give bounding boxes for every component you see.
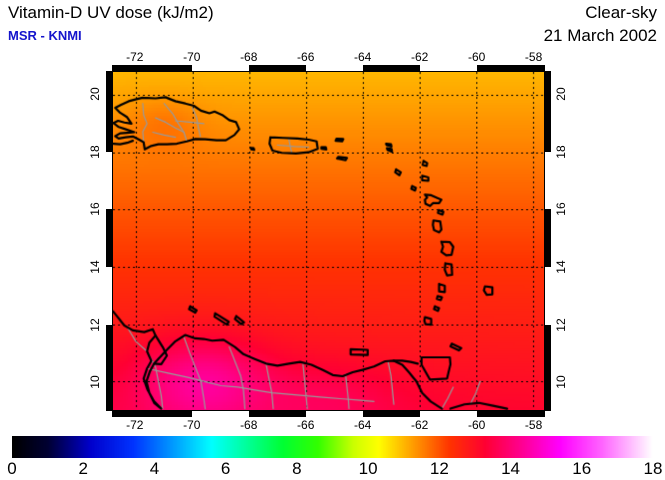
y-tick-right-16: 16 xyxy=(554,202,568,216)
colorbar-tick-14: 14 xyxy=(501,459,521,478)
y-tick-right-10: 10 xyxy=(554,375,568,389)
x-tick-bottom--62: -62 xyxy=(410,418,429,432)
map-plot-area xyxy=(112,71,545,411)
x-tick-bottom--60: -60 xyxy=(467,418,486,432)
colorbar-tick-0: 0 xyxy=(7,459,17,478)
axis-segment xyxy=(545,266,551,325)
axis-segment xyxy=(191,65,249,71)
axis-segment xyxy=(305,65,363,71)
axis-segment xyxy=(191,411,249,417)
colorbar-tick-12: 12 xyxy=(429,459,449,478)
y-tick-left-12: 12 xyxy=(88,317,102,332)
x-tick-top--62: -62 xyxy=(410,50,429,64)
data-source-label: MSR - KNMI xyxy=(8,28,82,43)
axis-left xyxy=(106,71,112,411)
x-tick-bottom--64: -64 xyxy=(354,418,372,432)
x-tick-bottom--66: -66 xyxy=(297,418,315,432)
axis-segment xyxy=(305,411,363,417)
colorbar-tick-18: 18 xyxy=(643,459,663,478)
chart-header: Vitamin-D UV dose (kJ/m2) MSR - KNMI Cle… xyxy=(0,0,665,56)
x-tick-top--64: -64 xyxy=(354,50,372,64)
y-tick-right-14: 14 xyxy=(554,260,568,274)
axis-segment xyxy=(106,266,112,325)
y-tick-left-18: 18 xyxy=(88,145,102,159)
condition-label: Clear-sky xyxy=(585,3,657,22)
y-tick-left-10: 10 xyxy=(88,375,102,389)
x-tick-top--58: -58 xyxy=(524,50,543,64)
colorbar-tick-6: 6 xyxy=(220,459,231,478)
y-tick-left-20: 20 xyxy=(88,87,102,101)
x-tick-bottom--72: -72 xyxy=(126,418,144,432)
y-tick-right-20: 20 xyxy=(554,87,568,101)
x-tick-bottom--68: -68 xyxy=(240,418,258,432)
page-title: Vitamin-D UV dose (kJ/m2) xyxy=(8,3,214,22)
axis-segment xyxy=(545,151,551,210)
colorbar-tick-4: 4 xyxy=(149,459,160,478)
y-tick-right-12: 12 xyxy=(554,317,568,332)
colorbar-tick-2: 2 xyxy=(78,459,88,478)
colorbar-tick-8: 8 xyxy=(292,459,302,478)
x-tick-top--72: -72 xyxy=(126,50,144,64)
x-tick-top--60: -60 xyxy=(467,50,486,64)
x-tick-top--70: -70 xyxy=(183,50,201,64)
y-tick-left-16: 16 xyxy=(88,202,102,216)
y-tick-right-18: 18 xyxy=(554,145,568,159)
colorbar-gradient xyxy=(12,436,653,458)
x-tick-top--66: -66 xyxy=(297,50,315,64)
axis-segment xyxy=(419,65,477,71)
colorbar: 0 2 4 6 8 10 12 14 16 18 xyxy=(0,432,665,480)
y-tick-left-14: 14 xyxy=(88,260,102,274)
colorbar-tick-10: 10 xyxy=(358,459,378,478)
date-label: 21 March 2002 xyxy=(543,26,657,45)
axis-segment xyxy=(106,151,112,210)
axis-segment xyxy=(419,411,477,417)
colorbar-tick-16: 16 xyxy=(572,459,592,478)
uv-dose-heatmap xyxy=(113,72,544,410)
axis-right xyxy=(545,71,551,411)
x-tick-bottom--70: -70 xyxy=(183,418,201,432)
x-tick-top--68: -68 xyxy=(240,50,258,64)
x-tick-bottom--58: -58 xyxy=(524,418,543,432)
